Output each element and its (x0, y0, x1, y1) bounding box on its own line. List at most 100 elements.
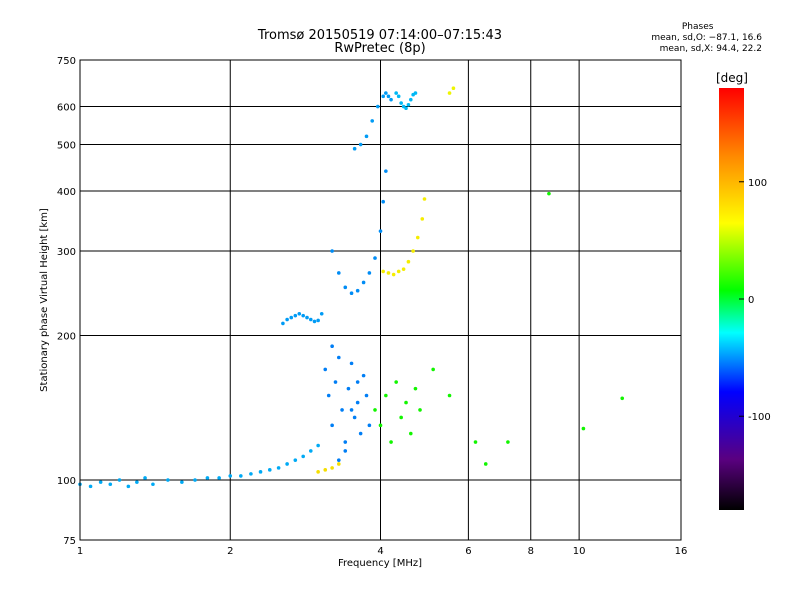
data-point (451, 86, 456, 91)
data-point (143, 476, 147, 480)
data-point (413, 91, 418, 95)
data-point (330, 344, 334, 349)
data-point (381, 94, 385, 99)
data-point (297, 311, 302, 316)
data-point (358, 142, 363, 147)
data-point (343, 285, 348, 290)
data-point (389, 97, 393, 102)
phases-title: Phases (681, 22, 714, 32)
data-point (166, 478, 170, 482)
x-axis-label: Frequency [MHz] (338, 558, 422, 569)
x-tick-label: 8 (528, 546, 534, 557)
data-point (346, 386, 351, 391)
y-tick-label: 750 (57, 56, 76, 67)
data-point (343, 449, 348, 453)
data-point (384, 393, 388, 398)
data-point (343, 440, 348, 444)
x-tick-label: 10 (573, 546, 586, 557)
data-point (355, 400, 360, 405)
data-point (422, 197, 427, 201)
data-point (413, 386, 418, 391)
data-point (420, 217, 425, 221)
data-point (316, 470, 320, 474)
x-tick-labels: 1 2 4 6 8 10 16 (77, 546, 688, 557)
y-tick-label: 100 (57, 476, 76, 487)
y-tick-labels: 75 100 200 300 400 500 600 750 (57, 56, 76, 547)
data-point (180, 480, 184, 484)
phases-summary: Phases mean, sd,O: −87.1, 16.6 mean, sd,… (651, 22, 762, 55)
data-point (375, 104, 380, 109)
data-point (340, 408, 344, 412)
y-tick-label: 400 (57, 187, 76, 198)
data-point (355, 380, 360, 384)
data-point (326, 393, 331, 398)
data-point (406, 102, 411, 107)
data-point (384, 91, 388, 95)
data-point (289, 315, 294, 320)
data-point (312, 319, 317, 324)
data-point (276, 466, 281, 470)
x-tick-label: 4 (377, 546, 383, 557)
data-point (337, 462, 341, 466)
data-point (352, 146, 357, 151)
data-point (399, 415, 403, 420)
data-point (293, 458, 298, 462)
data-point (228, 474, 233, 478)
data-point (370, 119, 375, 123)
data-point (378, 229, 383, 233)
data-point (308, 317, 313, 322)
colorbar-tick-label: 0 (748, 295, 754, 306)
data-point (415, 235, 420, 240)
data-point (399, 101, 403, 105)
y-tick-label: 600 (57, 103, 76, 114)
data-point (401, 267, 406, 271)
data-point (381, 199, 385, 204)
data-point (381, 269, 385, 274)
data-point (151, 482, 155, 487)
data-point (337, 355, 341, 360)
data-point (431, 367, 435, 372)
data-points (78, 86, 625, 489)
data-point (373, 408, 377, 412)
data-point (352, 415, 357, 420)
y-tick-label: 200 (57, 332, 76, 343)
colorbar-ticks: 100 0 -100 (739, 178, 771, 423)
data-point (316, 443, 320, 448)
data-point (98, 480, 103, 484)
data-point (293, 313, 298, 318)
colorbar-tick-label: -100 (748, 412, 771, 423)
data-point (239, 474, 243, 478)
y-tick-label: 75 (63, 536, 76, 547)
data-point (258, 470, 263, 474)
data-point (285, 462, 289, 466)
data-point (117, 478, 122, 482)
data-point (396, 269, 401, 274)
data-point (205, 476, 210, 480)
data-point (305, 315, 309, 320)
data-point (361, 373, 366, 378)
data-point (301, 454, 305, 459)
data-point (378, 423, 383, 428)
chart-subtitle: RwPretec (8p) (334, 41, 426, 56)
data-point (483, 462, 488, 466)
data-point (308, 449, 313, 453)
data-point (394, 91, 398, 95)
data-point (396, 94, 401, 99)
data-point (337, 271, 341, 275)
data-point (108, 482, 113, 487)
phases-o-stats: mean, sd,O: −87.1, 16.6 (651, 33, 762, 43)
data-point (337, 458, 341, 462)
data-point (301, 313, 305, 318)
data-point (355, 288, 360, 293)
data-point (506, 440, 510, 444)
y-axis-label: Stationary phase Virtual Height [km] (39, 208, 50, 392)
data-point (411, 249, 415, 253)
data-point (367, 271, 372, 275)
x-tick-label: 6 (465, 546, 471, 557)
colorbar-tick-label: 100 (748, 178, 767, 189)
data-point (349, 291, 354, 296)
x-tick-label: 2 (227, 546, 233, 557)
x-tick-label: 16 (675, 546, 688, 557)
data-point (386, 94, 391, 99)
